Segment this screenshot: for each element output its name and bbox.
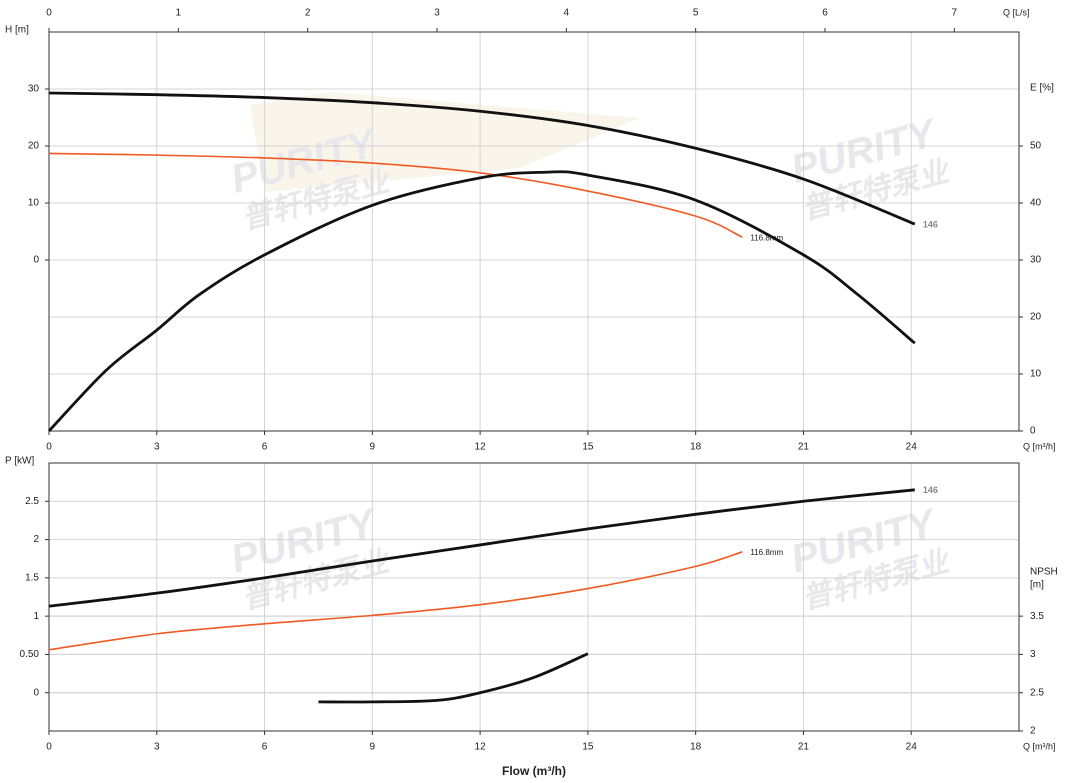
x-tick-label: 3 — [154, 742, 160, 753]
x-tick-label: 3 — [154, 442, 160, 453]
y2-tick-label: 10 — [1030, 369, 1042, 380]
y-tick-label: 2.5 — [25, 496, 39, 507]
curve — [48, 551, 743, 651]
x-tick-label: 0 — [46, 742, 52, 753]
x2-tick-label: 4 — [564, 8, 570, 19]
x2-tick-label: 0 — [46, 8, 52, 19]
curve-label: 146 — [923, 219, 938, 229]
y-tick-label: 2 — [33, 534, 39, 545]
y2-tick-label: 50 — [1030, 141, 1042, 152]
x-tick-label: 18 — [690, 742, 702, 753]
y2-tick-label: 2.5 — [1030, 687, 1044, 698]
y-axis-label: H [m] — [5, 25, 29, 36]
y2-tick-label: 30 — [1030, 255, 1042, 266]
y2-axis-label: NPSH — [1030, 567, 1058, 578]
x-axis-title: Flow (m³/h) — [502, 764, 566, 778]
y-tick-label: 1.5 — [25, 572, 39, 583]
y2-tick-label: 3 — [1030, 649, 1036, 660]
curve-label: 116.8mm — [750, 233, 783, 242]
x2-tick-label: 3 — [434, 8, 440, 19]
curve — [48, 488, 915, 608]
y-tick-label: 0.50 — [20, 649, 40, 660]
y-tick-label: 20 — [28, 141, 40, 152]
y2-axis-label: [m] — [1030, 580, 1044, 591]
x-tick-label: 12 — [475, 742, 487, 753]
x-tick-label: 18 — [690, 442, 702, 453]
curve — [318, 652, 589, 704]
x2-tick-label: 2 — [305, 8, 311, 19]
plot-frame — [48, 462, 1020, 732]
y-tick-label: 30 — [28, 84, 40, 95]
curve-label: 146 — [923, 485, 938, 495]
y-tick-label: 0 — [33, 255, 39, 266]
x-tick-label: 9 — [370, 442, 376, 453]
x2-tick-label: 5 — [693, 8, 699, 19]
y-tick-label: 10 — [28, 198, 40, 209]
x-tick-label: 15 — [582, 442, 594, 453]
y2-tick-label: 0 — [1030, 426, 1036, 437]
x-tick-label: 21 — [798, 442, 810, 453]
x-axis-label: Q [m³/h] — [1023, 741, 1056, 751]
x-axis-label: Q [m³/h] — [1023, 441, 1056, 451]
x-tick-label: 9 — [370, 742, 376, 753]
curve — [48, 152, 743, 238]
x-tick-label: 6 — [262, 442, 268, 453]
y2-tick-label: 2 — [1030, 726, 1036, 737]
plot-frame — [48, 31, 1020, 432]
x-tick-label: 24 — [906, 442, 918, 453]
y2-tick-label: 40 — [1030, 198, 1042, 209]
y2-axis-label: E [%] — [1030, 83, 1054, 94]
y-tick-label: 0 — [33, 687, 39, 698]
x2-axis-label: Q [L/s] — [1003, 7, 1030, 17]
x-tick-label: 6 — [262, 742, 268, 753]
x-tick-label: 0 — [46, 442, 52, 453]
y2-tick-label: 20 — [1030, 312, 1042, 323]
x-tick-label: 15 — [582, 742, 594, 753]
x2-tick-label: 7 — [952, 8, 958, 19]
y2-tick-label: 3.5 — [1030, 611, 1044, 622]
curve — [47, 170, 916, 432]
x-tick-label: 24 — [906, 742, 918, 753]
x2-tick-label: 6 — [822, 8, 828, 19]
y-axis-label: P [kW] — [5, 456, 34, 467]
highlight-area — [250, 92, 640, 192]
x-tick-label: 12 — [475, 442, 487, 453]
curve — [48, 91, 916, 226]
y-tick-label: 1 — [33, 611, 39, 622]
x-tick-label: 21 — [798, 742, 810, 753]
curve-label: 116.8mm — [750, 548, 783, 557]
x2-tick-label: 1 — [176, 8, 182, 19]
